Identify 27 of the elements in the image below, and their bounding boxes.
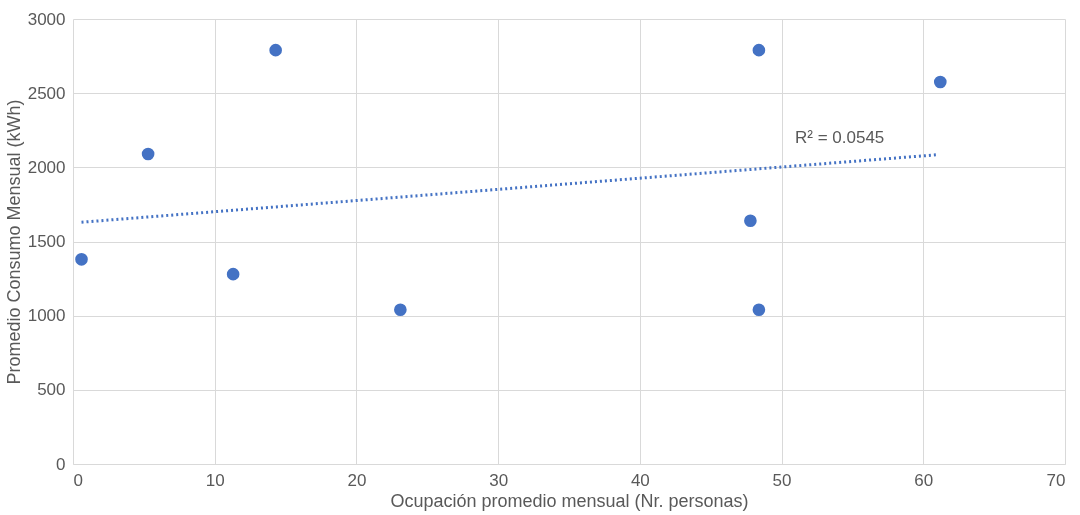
point [933,75,947,89]
point [226,267,240,281]
point [269,43,282,57]
point [141,147,155,161]
x-tick-label: 50 [772,470,792,490]
y-tick-label: 1500 [27,232,66,251]
point [752,43,766,57]
x-axis-title: Ocupación promedio mensual (Nr. personas) [390,490,749,511]
y-tick-label: 2500 [27,83,66,103]
point [744,214,757,228]
x-tick-label: 70 [1046,470,1066,490]
y-tick-label: 0 [56,454,66,474]
y-tick-label: 3000 [27,9,66,29]
x-tick-label: 20 [347,470,367,490]
x-tick-label: 60 [914,470,934,490]
point [752,303,766,317]
x-tick-label: 10 [205,470,225,490]
x-tick-label: 40 [630,470,650,490]
y-tick-label: 1000 [27,306,66,326]
y-axis-title: Promedio Consumo Mensual (kWh) [3,99,24,385]
x-tick-label: 30 [489,470,509,490]
point [75,252,88,266]
x-tick-label: 0 [73,470,83,490]
y-tick-label: 500 [37,380,66,400]
point [394,303,407,317]
y-tick-label: 2000 [27,157,66,177]
annotation: R² = 0.0545 [795,128,885,147]
